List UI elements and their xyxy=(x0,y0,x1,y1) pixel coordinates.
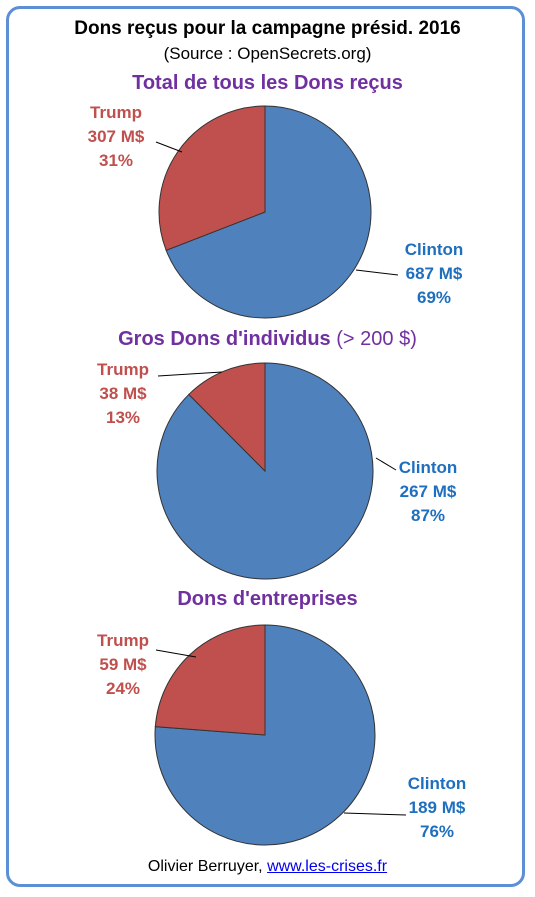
pie-title-individuals-suffix: (> 200 $) xyxy=(336,328,417,350)
label-clinton-value-2: 189 M$ xyxy=(409,798,466,817)
label-trump-value-1: 38 M$ xyxy=(99,384,147,403)
leader-trump-1 xyxy=(157,371,223,377)
label-clinton-pct-2: 76% xyxy=(420,822,454,841)
pie-slice-total-clinton xyxy=(165,105,372,319)
pie-total xyxy=(158,105,372,319)
label-clinton-name-1: Clinton xyxy=(399,458,458,477)
label-trump-pct-0: 31% xyxy=(99,151,133,170)
pie-title-individuals: Gros Dons d'individus (> 200 $) xyxy=(0,328,535,351)
pie-title-total-text: Total de tous les Dons reçus xyxy=(132,72,403,94)
outer-frame xyxy=(6,6,525,887)
label-clinton-value-1: 267 M$ xyxy=(400,482,457,501)
label-clinton-pct-1: 87% xyxy=(411,506,445,525)
label-trump-pct-1: 13% xyxy=(106,408,140,427)
label-clinton-pct-0: 69% xyxy=(417,288,451,307)
pie-total-labels: Trump 307 M$ 31% Clinton 687 M$ 69% xyxy=(88,103,464,307)
label-trump-name-2: Trump xyxy=(97,631,149,650)
footer: Olivier Berruyer, www.les-crises.fr xyxy=(0,858,535,876)
label-trump-name-0: Trump xyxy=(90,103,142,122)
label-trump-pct-2: 24% xyxy=(106,679,140,698)
leader-clinton-0 xyxy=(355,269,399,276)
footer-author: Olivier Berruyer, xyxy=(147,858,263,875)
pie-title-total: Total de tous les Dons reçus xyxy=(0,72,535,95)
leader-trump-2 xyxy=(155,649,197,658)
pie-individuals xyxy=(156,362,374,580)
pie-slice-companies-trump xyxy=(154,624,266,736)
source-note: (Source : OpenSecrets.org) xyxy=(163,44,372,63)
label-trump-name-1: Trump xyxy=(97,360,149,379)
pie-companies xyxy=(154,624,376,846)
main-title: Dons reçus pour la campagne présid. 2016 xyxy=(74,18,461,39)
pie-title-companies: Dons d'entreprises xyxy=(0,588,535,611)
leader-clinton-1 xyxy=(375,457,397,471)
leader-clinton-2 xyxy=(343,812,407,816)
label-trump-value-2: 59 M$ xyxy=(99,655,147,674)
pie-slice-individuals-trump xyxy=(188,362,266,473)
pie-individuals-labels: Trump 38 M$ 13% Clinton 267 M$ 87% xyxy=(97,360,457,525)
label-trump-value-0: 307 M$ xyxy=(88,127,145,146)
label-clinton-name-2: Clinton xyxy=(408,774,467,793)
label-clinton-name-0: Clinton xyxy=(405,240,464,259)
pie-slice-total-trump xyxy=(158,105,266,251)
leader-trump-0 xyxy=(155,141,183,153)
pie-companies-labels: Trump 59 M$ 24% Clinton 189 M$ 76% xyxy=(97,631,466,841)
footer-link[interactable]: www.les-crises.fr xyxy=(267,858,388,875)
label-clinton-value-0: 687 M$ xyxy=(406,264,463,283)
pie-title-individuals-text: Gros Dons d'individus xyxy=(118,328,331,350)
pie-title-companies-text: Dons d'entreprises xyxy=(177,588,358,610)
